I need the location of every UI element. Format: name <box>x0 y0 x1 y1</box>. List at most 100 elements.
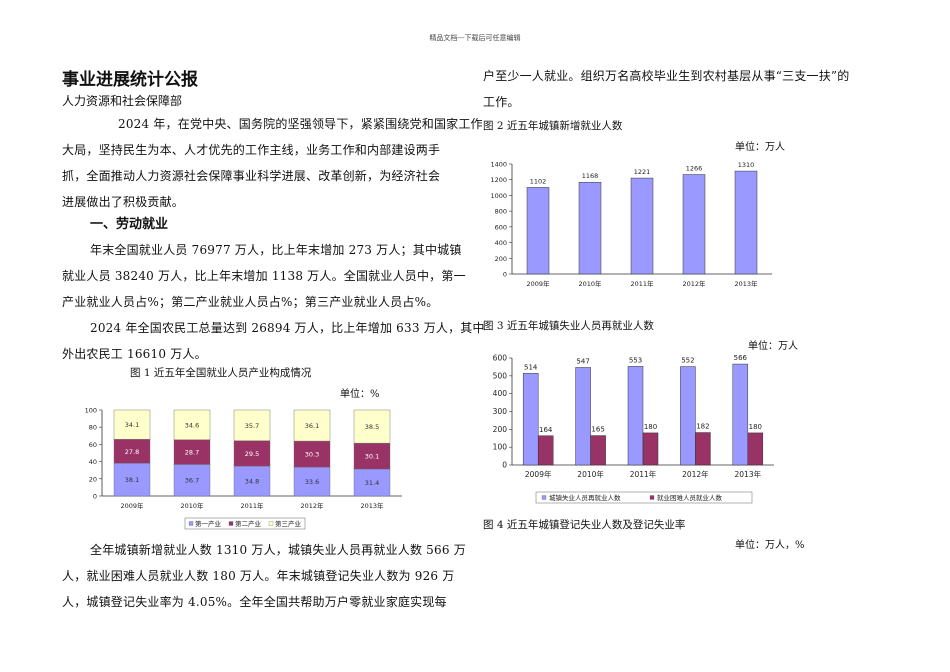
y-tick-label: 40 <box>89 458 97 466</box>
legend-swatch <box>649 495 655 500</box>
figure-unit: 单位：万人 <box>735 142 785 153</box>
data-label: 29.5 <box>245 450 259 458</box>
data-label: 34.6 <box>185 421 199 429</box>
y-tick-label: 1000 <box>490 192 507 200</box>
data-label: 30.3 <box>305 451 319 459</box>
data-label: 30.1 <box>365 453 379 461</box>
y-tick-label: 0 <box>503 271 507 279</box>
x-tick-label: 2009年 <box>525 469 552 479</box>
paragraph-line: 全年城镇新增就业人数 1310 万人，城镇失业人员再就业人数 566 万 <box>90 543 466 557</box>
figure-caption: 图 3 近五年城镇失业人员再就业人数 <box>483 320 654 332</box>
bar-segment <box>293 409 331 442</box>
data-label: 28.7 <box>185 449 199 457</box>
bar <box>627 366 644 466</box>
data-label: 36.7 <box>185 477 199 485</box>
bar-segment <box>293 440 331 468</box>
x-tick-label: 2012年 <box>682 279 706 288</box>
bar <box>680 366 696 466</box>
bar <box>526 187 550 275</box>
bar <box>575 367 591 466</box>
data-label: 1102 <box>530 177 547 185</box>
bar-segment <box>353 409 391 444</box>
figure-caption: 图 2 近五年城镇新增就业人数 <box>483 120 623 132</box>
bar-segment <box>173 439 211 465</box>
legend-label: 就业困难人员就业人数 <box>657 493 723 502</box>
data-label: 1266 <box>686 165 703 173</box>
data-label: 34.1 <box>125 421 139 429</box>
y-tick-label: 100 <box>85 407 97 415</box>
data-label: 165 <box>591 426 604 434</box>
document-title: 事业进展统计公报 <box>62 70 198 90</box>
data-label: 514 <box>524 363 538 371</box>
intro-line: 2024 年，在党中央、国务院的坚强领导下，紧紧围绕党和国家工作 <box>118 117 483 131</box>
bar-segment <box>233 440 271 467</box>
data-label: 553 <box>629 356 642 364</box>
data-label: 38.5 <box>365 423 379 431</box>
bar <box>642 432 659 466</box>
legend-swatch <box>268 521 274 526</box>
data-label: 33.6 <box>305 478 319 486</box>
legend-swatch <box>188 521 194 526</box>
legend-swatch <box>228 521 234 526</box>
bar-segment <box>353 442 391 470</box>
data-label: 36.1 <box>305 422 319 430</box>
y-tick-label: 200 <box>493 425 508 434</box>
y-tick-label: 80 <box>89 424 97 432</box>
bar <box>734 170 758 275</box>
section-heading: 一、劳动就业 <box>90 217 169 232</box>
legend-box <box>535 491 753 504</box>
legend-label: 第二产业 <box>235 519 262 528</box>
data-label: 180 <box>749 423 762 431</box>
x-tick-label: 2011年 <box>630 279 654 288</box>
data-label: 547 <box>576 357 589 365</box>
page-header: 精品文档---下载后可任意编辑 <box>429 34 521 42</box>
bar <box>537 435 554 466</box>
x-tick-label: 2012年 <box>682 469 709 479</box>
figure-caption: 图 1 近五年全国就业人员产业构成情况 <box>130 367 312 379</box>
y-tick-label: 0 <box>502 461 507 470</box>
x-tick-label: 2012年 <box>300 501 324 510</box>
x-tick-label: 2011年 <box>630 469 657 479</box>
paragraph-line: 年末全国就业人员 76977 万人，比上年末增加 273 万人；其中城镇 <box>90 243 462 257</box>
data-label: 566 <box>734 354 748 362</box>
bar-segment <box>233 409 271 441</box>
data-label: 164 <box>539 426 553 434</box>
bar <box>522 373 539 466</box>
bar-segment <box>173 464 211 497</box>
bar-segment <box>113 409 151 440</box>
bar <box>695 432 711 466</box>
x-tick-label: 2010年 <box>180 501 204 510</box>
bar <box>578 181 602 275</box>
bar <box>590 435 606 466</box>
chart-reemployment: 0 100 200 300 400 500 600 514 164 2009年 547 165 2010… <box>493 354 774 504</box>
figure-caption: 图 4 近五年城镇登记失业人数及登记失业率 <box>483 519 686 531</box>
figure-unit: 单位：万人，% <box>735 540 805 551</box>
x-tick-label: 2013年 <box>735 469 762 479</box>
paragraph-line: 2024 年全国农民工总量达到 26894 万人，比上年增加 633 万人，其中 <box>90 321 485 335</box>
legend-label: 第一产业 <box>195 519 222 528</box>
y-tick-label: 600 <box>495 223 507 231</box>
y-tick-label: 400 <box>495 239 507 247</box>
legend-swatch <box>541 495 547 500</box>
x-tick-label: 2009年 <box>120 501 144 510</box>
bar <box>682 174 706 275</box>
y-tick-label: 0 <box>93 493 97 501</box>
bar <box>732 363 749 466</box>
bar <box>630 177 654 275</box>
bar-segment <box>353 468 391 497</box>
y-tick-label: 500 <box>493 371 508 380</box>
figure-unit: 单位：% <box>340 389 380 400</box>
y-tick-label: 60 <box>89 441 97 449</box>
x-tick-label: 2013年 <box>360 501 384 510</box>
figure-unit: 单位：万人 <box>748 341 798 352</box>
document-subtitle: 人力资源和社会保障部 <box>62 94 183 108</box>
data-label: 1168 <box>582 172 599 180</box>
data-label: 31.4 <box>365 479 379 487</box>
paragraph-line: 外出农民工 16610 万人。 <box>62 347 207 361</box>
data-label: 27.8 <box>125 448 139 456</box>
data-label: 34.8 <box>245 478 259 486</box>
data-label: 182 <box>696 423 709 431</box>
data-label: 35.7 <box>245 422 259 430</box>
bar-segment <box>173 409 211 440</box>
data-label: 180 <box>644 423 657 431</box>
